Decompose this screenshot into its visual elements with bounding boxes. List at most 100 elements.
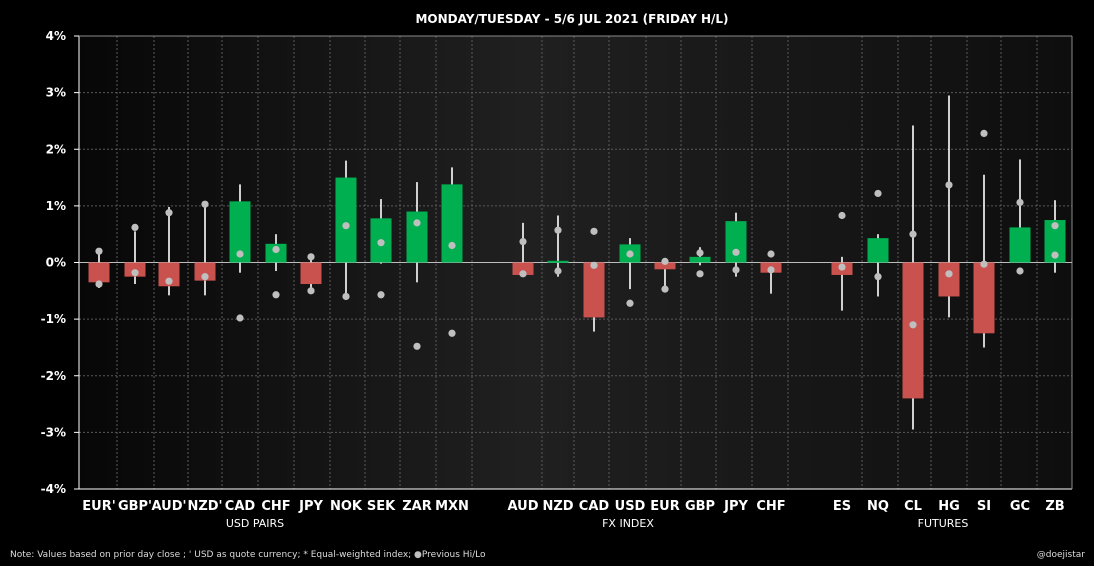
prev-high-marker xyxy=(980,129,988,137)
prev-high-marker xyxy=(201,200,209,208)
y-tick-label: -3% xyxy=(41,425,66,439)
prev-high-marker xyxy=(448,241,456,250)
prev-low-marker xyxy=(165,277,173,285)
footnote-marker-text: Previous Hi/Lo xyxy=(422,550,486,560)
x-tick-label: NZD xyxy=(542,499,573,514)
bar xyxy=(583,262,605,318)
bar xyxy=(1009,227,1031,263)
x-tick-label: NQ xyxy=(867,499,889,514)
footnote: Note: Values based on prior day close ; … xyxy=(10,550,486,560)
prev-high-marker xyxy=(945,181,953,189)
x-tick-label: ES xyxy=(833,499,851,514)
x-tick-label: MXN xyxy=(435,499,469,514)
group-labels: USD PAIRS FX INDEX FUTURES xyxy=(226,517,969,530)
prev-high-marker xyxy=(909,230,917,238)
chart-marks xyxy=(88,95,1066,430)
y-tick-label: -1% xyxy=(41,312,66,326)
prev-high-marker xyxy=(272,245,280,254)
bar xyxy=(406,211,428,263)
x-tick-label: EUR xyxy=(650,499,679,514)
y-tick-label: 4% xyxy=(46,29,66,43)
x-tick-label: NZD' xyxy=(187,499,222,514)
prev-low-marker xyxy=(554,267,562,275)
prev-low-marker xyxy=(377,291,385,299)
prev-low-marker xyxy=(909,321,917,329)
bar xyxy=(1044,220,1066,263)
y-tick-label: -4% xyxy=(41,482,66,496)
x-tick-label: GBP' xyxy=(118,499,152,514)
x-tick-label: CHF xyxy=(261,499,290,514)
prev-low-marker xyxy=(342,292,350,301)
bar xyxy=(654,262,676,270)
group-label: USD PAIRS xyxy=(226,517,284,530)
bar xyxy=(938,262,960,297)
prev-hilo-marker-icon: ● xyxy=(414,550,422,560)
prev-low-marker xyxy=(201,273,209,281)
x-tick-label: GC xyxy=(1010,499,1030,514)
bar xyxy=(194,262,216,281)
prev-high-marker xyxy=(626,250,634,258)
bar xyxy=(300,262,322,285)
prev-high-marker xyxy=(95,247,103,255)
x-tick-label: EUR' xyxy=(82,499,115,514)
x-tick-label: AUD xyxy=(507,499,538,514)
x-tick-label: GBP xyxy=(685,499,715,514)
bar xyxy=(867,238,889,263)
prev-low-marker xyxy=(767,266,775,274)
x-tick-label: CL xyxy=(904,499,922,514)
prev-low-marker xyxy=(590,261,598,269)
bar xyxy=(88,262,110,283)
prev-high-marker xyxy=(131,223,139,231)
x-tick-label: NOK xyxy=(330,499,363,514)
prev-low-marker xyxy=(626,299,634,307)
y-axis-ticks: -4% -3% -2% -1% 0% 1% 2% 3% 4% xyxy=(41,29,66,496)
footnote-note: Note: Values based on prior day close ; … xyxy=(10,550,414,560)
prev-high-marker xyxy=(236,250,244,258)
chart-title: MONDAY/TUESDAY - 5/6 JUL 2021 (FRIDAY H/… xyxy=(415,12,728,26)
prev-low-marker xyxy=(95,280,103,288)
prev-low-marker xyxy=(272,291,280,299)
y-tick-label: 2% xyxy=(46,142,66,156)
prev-high-marker xyxy=(307,253,315,261)
bar xyxy=(902,262,924,399)
prev-low-marker xyxy=(661,285,669,293)
x-tick-label: HG xyxy=(938,499,960,514)
prev-high-marker xyxy=(1016,198,1024,207)
prev-low-marker xyxy=(874,273,882,281)
x-tick-label: USD xyxy=(615,499,646,514)
x-axis-ticks: EUR' GBP' AUD' NZD' CAD CHF JPY NOK SEK ZAR MXN AUD… xyxy=(82,499,1064,514)
x-tick-label: ZB xyxy=(1045,499,1064,514)
x-tick-label: CAD xyxy=(225,499,256,514)
bar xyxy=(725,221,747,263)
prev-high-marker xyxy=(767,250,775,258)
credit-handle: @doejistar xyxy=(1037,550,1085,560)
bar xyxy=(512,262,534,275)
prev-low-marker xyxy=(1051,251,1059,259)
bar xyxy=(689,256,711,263)
y-tick-label: 0% xyxy=(46,256,66,270)
prev-high-marker xyxy=(1051,222,1059,230)
x-tick-label: AUD' xyxy=(152,499,187,514)
prev-high-marker xyxy=(554,226,562,234)
bar xyxy=(547,260,569,263)
group-label: FX INDEX xyxy=(602,517,654,530)
y-tick-label: 1% xyxy=(46,199,66,213)
x-tick-label: CAD xyxy=(579,499,610,514)
x-tick-label: ZAR xyxy=(402,499,432,514)
x-tick-label: CHF xyxy=(756,499,785,514)
prev-high-marker xyxy=(342,222,350,230)
prev-high-marker xyxy=(165,209,173,217)
x-tick-label: SEK xyxy=(367,499,396,514)
prev-low-marker xyxy=(732,266,740,274)
prev-high-marker xyxy=(874,189,882,198)
prev-high-marker xyxy=(377,239,385,247)
bar xyxy=(158,262,180,287)
group-label: FUTURES xyxy=(918,517,969,530)
prev-low-marker xyxy=(448,329,456,337)
prev-high-marker xyxy=(519,237,527,246)
prev-high-marker xyxy=(661,257,669,265)
y-tick-label: -2% xyxy=(41,369,66,383)
x-tick-label: JPY xyxy=(723,499,748,514)
prev-high-marker xyxy=(413,219,421,227)
